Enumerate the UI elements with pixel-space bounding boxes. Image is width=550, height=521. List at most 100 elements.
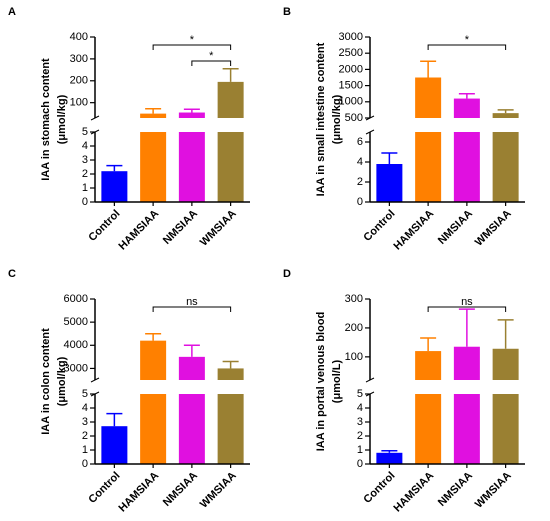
panel-label: C [8,268,16,280]
y-tick-label: 2 [82,430,88,442]
bar [101,171,128,202]
bar-upper [453,346,480,380]
x-tick-label: HAMSIAA [392,208,437,253]
y-tick-label: 5000 [64,316,88,328]
bar [492,394,519,464]
y-tick-label: 2 [357,430,363,442]
bar [453,132,480,202]
x-tick-label: WMSIAA [473,208,514,249]
x-tick-label: Control [86,208,122,244]
panel-label: A [8,6,16,18]
x-tick-label: WMSIAA [473,470,514,511]
y-tick-label: 2500 [339,47,363,59]
y-tick-label: 300 [70,53,88,65]
x-tick-label: WMSIAA [198,470,239,511]
bar-upper [415,351,442,380]
y-tick-label: 6 [357,136,363,148]
y-tick-label: 4 [82,402,88,414]
y-tick-label: 100 [345,351,363,363]
significance-label: * [209,50,214,62]
bar [376,164,403,202]
y-tick-label: 200 [70,75,88,87]
bar [453,394,480,464]
x-tick-label: NMSIAA [436,470,475,509]
x-tick-label: HAMSIAA [117,470,162,515]
bar-upper [217,368,244,380]
y-tick-label: 3 [82,416,88,428]
x-tick-label: NMSIAA [161,208,200,247]
bar [140,132,167,202]
bar [140,394,167,464]
bar-upper [453,98,480,118]
y-tick-label: 1500 [339,80,363,92]
y-tick-label: 5 [82,388,88,400]
x-tick-label: Control [361,470,397,506]
y-tick-label: 1 [82,182,88,194]
y-tick-label: 2000 [339,63,363,75]
x-tick-label: WMSIAA [198,208,239,249]
y-tick-label: 1000 [339,96,363,108]
bar [415,394,442,464]
y-tick-label: 100 [70,97,88,109]
y-tick-label: 1 [82,444,88,456]
y-axis-label: (μmol/L) [331,359,343,403]
bar-upper [140,113,167,118]
bar [415,132,442,202]
y-axis-label: IAA in stomach content [40,58,52,181]
y-axis-label: IAA in colon content [40,328,52,435]
axis-break [365,377,375,383]
significance-label: * [465,34,470,46]
bar [217,394,244,464]
bar-upper [140,340,167,380]
y-tick-label: 4 [357,156,363,168]
y-tick-label: 5 [82,126,88,138]
x-tick-label: NMSIAA [436,208,475,247]
y-tick-label: 6000 [64,293,88,305]
y-tick-label: 500 [345,112,363,124]
y-axis-label: (μmol/kg) [331,94,343,144]
bar-upper [492,348,519,380]
y-tick-label: 5 [357,388,363,400]
y-tick-label: 0 [357,196,363,208]
significance-bracket [152,306,232,312]
bar-upper [492,113,519,118]
significance-bracket [191,60,232,66]
y-tick-label: 3 [82,154,88,166]
y-tick-label: 0 [82,196,88,208]
x-tick-label: HAMSIAA [117,208,162,253]
bar [178,394,205,464]
significance-label: * [190,34,195,46]
significance-label: ns [186,296,198,308]
y-tick-label: 2 [357,176,363,188]
bar [376,452,403,464]
x-tick-label: HAMSIAA [392,470,437,515]
y-axis-label: (μmol/kg) [56,356,68,406]
axis-break [365,129,375,135]
bar-upper [415,77,442,118]
significance-bracket [152,44,232,50]
y-tick-label: 400 [70,31,88,43]
panel-label: B [283,6,291,18]
bar [217,132,244,202]
y-tick-label: 3000 [64,362,88,374]
y-tick-label: 0 [357,458,363,470]
axis-break [90,115,100,121]
bar-upper [217,81,244,118]
x-tick-label: NMSIAA [161,470,200,509]
panel-label: D [283,268,291,280]
significance-bracket [427,44,507,50]
y-tick-label: 1 [357,444,363,456]
x-tick-label: Control [361,208,397,244]
significance-bracket [427,306,507,312]
y-tick-label: 4 [82,140,88,152]
y-tick-label: 4000 [64,339,88,351]
bar [492,132,519,202]
y-tick-label: 3 [357,416,363,428]
y-axis-label: IAA in small intestine content [315,42,327,196]
y-tick-label: 200 [345,322,363,334]
y-tick-label: 300 [345,293,363,305]
